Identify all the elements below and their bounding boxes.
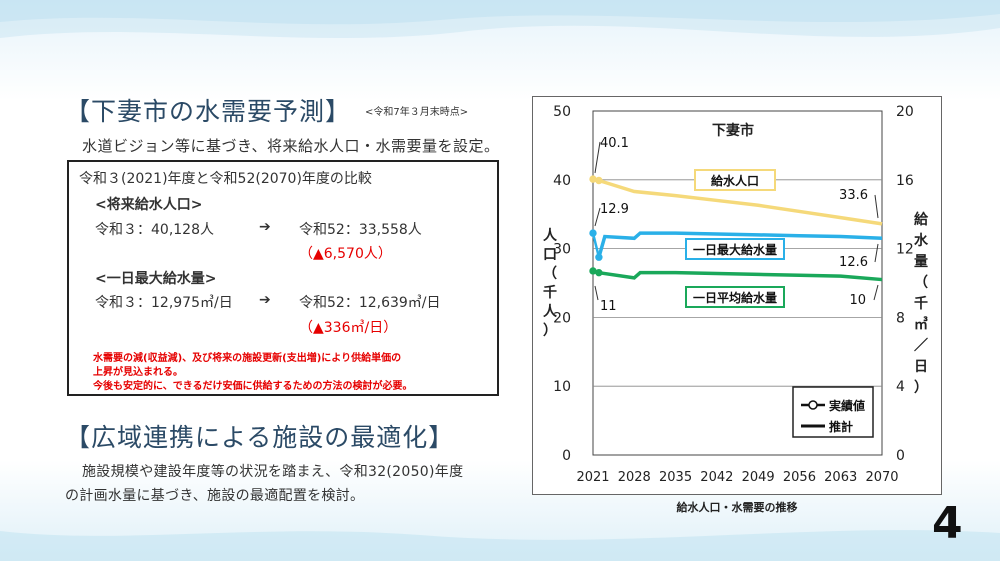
comparison-heading: 令和３(2021)年度と令和52(2070)年度の比較 <box>79 171 372 187</box>
arrow-icon: ➔ <box>259 292 271 308</box>
plot-area <box>592 110 883 456</box>
actual-point <box>589 229 597 237</box>
series-label: 一日最大給水量 <box>693 242 777 257</box>
series-label: 一日平均給水量 <box>693 290 777 305</box>
series-line-3 <box>598 270 883 282</box>
y-axis-right-label: 日 <box>914 359 928 375</box>
legend-actual-label: 実績値 <box>829 398 865 413</box>
legend-box <box>792 386 874 438</box>
y-tick-right: 0 <box>896 448 905 464</box>
population-2070: 令和52：33,558人 <box>299 222 422 238</box>
series-label: 給水人口 <box>711 173 759 188</box>
legend-forecast-label: 推計 <box>829 419 853 434</box>
annotation-leader <box>594 141 601 174</box>
x-tick-label: 2063 <box>824 470 857 485</box>
series-label-box <box>685 286 785 308</box>
x-tick-label: 2035 <box>659 470 692 485</box>
section2-title: 【広域連携による施設の最適化】 <box>65 423 455 452</box>
actual-point <box>595 176 603 185</box>
population-label: <将来給水人口> <box>95 197 203 213</box>
water-label: <一日最大給水量> <box>95 271 217 287</box>
water-diff: （▲336㎥/日） <box>299 320 398 336</box>
section1-description: 水道ビジョン等に基づき、将来給水人口・水需要量を設定。 <box>82 137 500 155</box>
actual-point <box>595 268 603 277</box>
annotation-label: 33.6 <box>839 188 868 203</box>
series-actual-line-2 <box>591 232 601 258</box>
series-label-box <box>694 169 776 191</box>
annotation-leader <box>594 207 601 227</box>
annotation-label: 12.9 <box>600 202 629 217</box>
y-tick-right: 4 <box>896 379 905 395</box>
y-axis-right-label: 水 <box>914 232 929 249</box>
y-axis-right-label: 千 <box>914 295 928 312</box>
section1-note: <令和7年３月末時点> <box>365 107 469 118</box>
bottom-wave-decoration <box>0 530 1000 561</box>
arrow-icon: ➔ <box>259 219 271 235</box>
y-axis-left-label: 千 <box>543 284 557 301</box>
water-demand-chart: 0 10 20 30 40 50 0 4 8 12 16 20 2021 2028 2035 2042 2049… <box>543 104 929 485</box>
chart-title: 下妻市 <box>712 122 754 139</box>
annotation-leader <box>873 284 879 301</box>
y-axis-right-label: ） <box>914 380 928 396</box>
y-tick-left: 50 <box>553 104 571 120</box>
annotation-label: 11 <box>600 299 617 314</box>
actual-point <box>589 175 597 183</box>
warning-line-2: 上昇が見込まれる。 <box>93 367 183 378</box>
y-axis-left-label: （ <box>543 266 557 282</box>
y-tick-right: 16 <box>896 173 914 189</box>
x-tick-label: 2056 <box>783 470 816 485</box>
top-wave-decoration <box>0 0 1000 38</box>
y-axis-right-label: 給 <box>914 211 929 228</box>
y-tick-right: 20 <box>896 104 914 120</box>
y-tick-right: 8 <box>896 310 905 326</box>
y-tick-left: 10 <box>553 379 571 395</box>
water-2070: 令和52：12,639㎥/日 <box>299 295 441 311</box>
legend-actual-marker <box>808 400 818 410</box>
y-axis-left-label: 口 <box>543 247 557 263</box>
series-label-box <box>685 238 785 260</box>
annotation-label: 12.6 <box>839 255 868 270</box>
y-axis-right-label: ㎥ <box>914 316 928 333</box>
annotation-leader <box>874 243 879 263</box>
y-axis-left-label: 人 <box>543 227 558 244</box>
annotation-label: 10 <box>849 293 866 308</box>
x-tick-label: 2049 <box>742 470 775 485</box>
annotation-label: 40.1 <box>600 136 629 151</box>
y-tick-left: 0 <box>562 448 571 464</box>
comparison-box: 令和３(2021)年度と令和52(2070)年度の比較 <将来給水人口> 令和３… <box>67 160 499 396</box>
water-2021: 令和３：12,975㎥/日 <box>95 295 233 311</box>
y-axis-right-label: 量 <box>914 254 928 270</box>
y-tick-left: 20 <box>553 310 571 326</box>
y-tick-right: 12 <box>896 242 914 258</box>
series-line-1 <box>598 178 883 226</box>
y-tick-left: 40 <box>553 173 571 189</box>
x-tick-label: 2021 <box>576 470 609 485</box>
page-number: 4 <box>932 498 963 549</box>
section2-description-line2: の計画水量に基づき、施設の最適配置を検討。 <box>65 488 365 504</box>
chart-caption: 給水人口・水需要の推移 <box>676 501 798 514</box>
warning-line-1: 水需要の減(収益減)、及び将来の施設更新(支出増)により供給単価の <box>93 353 402 364</box>
population-2021: 令和３：40,128人 <box>95 222 214 238</box>
series-line-2 <box>597 231 883 258</box>
x-tick-label: 2042 <box>700 470 733 485</box>
annotation-leader <box>874 194 879 219</box>
actual-point <box>595 253 603 261</box>
x-tick-label: 2070 <box>865 470 898 485</box>
annotation-leader <box>594 285 599 301</box>
section1-title: 【下妻市の水需要予測】 <box>65 97 352 126</box>
warning-line-3: 今後も安定的に、できるだけ安価に供給するための方法の検討が必要。 <box>93 381 413 392</box>
y-axis-right-label: （ <box>914 275 928 291</box>
y-tick-left: 30 <box>553 242 571 258</box>
y-axis-left-label: 人 <box>543 303 558 320</box>
y-axis-right-label: ／ <box>914 338 928 354</box>
y-axis-left-label: ） <box>543 323 557 339</box>
section2-description-line1: 施設規模や建設年度等の状況を踏まえ、令和32(2050)年度 <box>82 464 464 480</box>
x-tick-label: 2028 <box>618 470 651 485</box>
population-diff: （▲6,570人） <box>299 246 392 262</box>
